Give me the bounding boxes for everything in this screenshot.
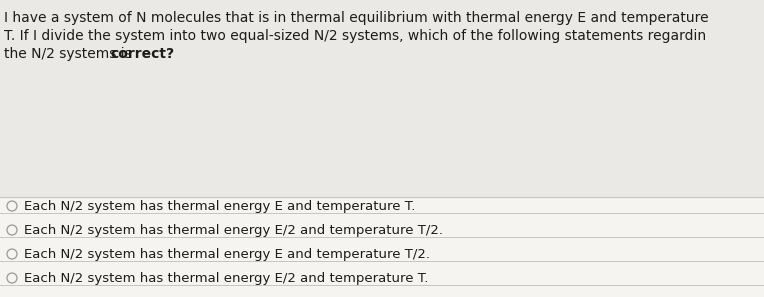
Bar	[0, 197, 764, 297]
Text: Each N/2 system has thermal energy E and temperature T.: Each N/2 system has thermal energy E and…	[24, 200, 416, 213]
Text: the N/2 systems is: the N/2 systems is	[4, 47, 136, 61]
Text: Each N/2 system has thermal energy E and temperature T/2.: Each N/2 system has thermal energy E and…	[24, 248, 430, 261]
Text: T. If I divide the system into two equal-sized N/2 systems, which of the followi: T. If I divide the system into two equal…	[4, 29, 706, 43]
Text: I have a system of N molecules that is in thermal equilibrium with thermal energ: I have a system of N molecules that is i…	[4, 11, 709, 25]
Bar	[0, 0, 764, 197]
Text: correct?: correct?	[110, 47, 174, 61]
Text: Each N/2 system has thermal energy E/2 and temperature T.: Each N/2 system has thermal energy E/2 a…	[24, 272, 429, 285]
Text: Each N/2 system has thermal energy E/2 and temperature T/2.: Each N/2 system has thermal energy E/2 a…	[24, 224, 443, 237]
